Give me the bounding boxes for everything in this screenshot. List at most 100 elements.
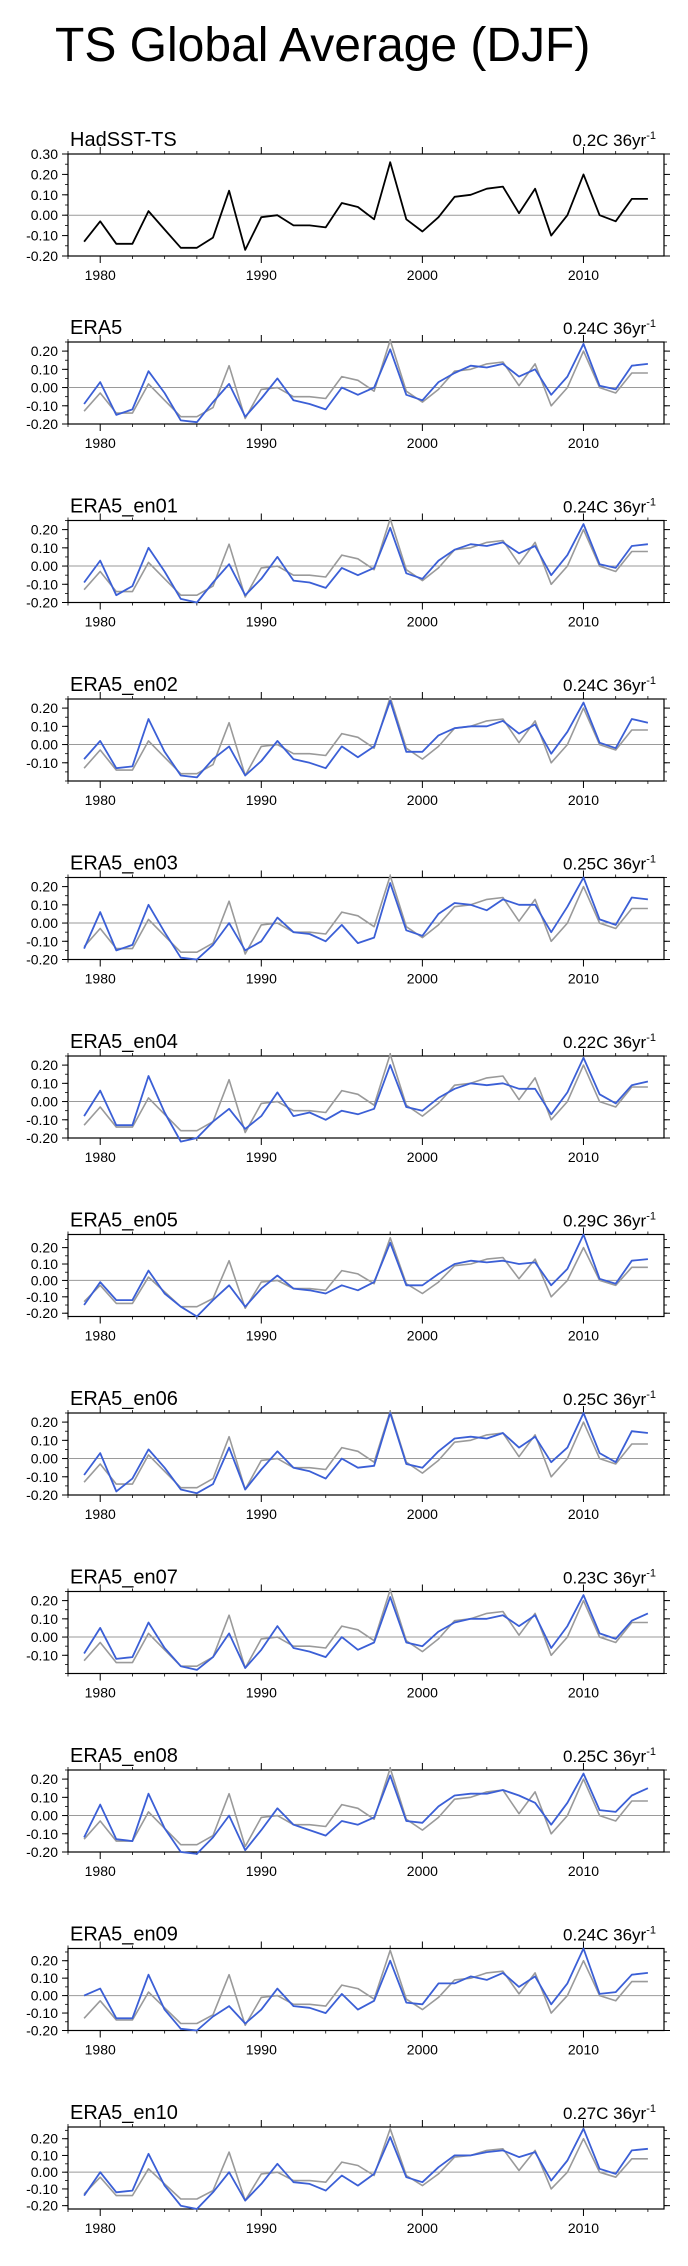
y-tick-label: 0.10: [31, 1970, 58, 1986]
x-tick-label: 1980: [85, 792, 116, 808]
panel-title: ERA5_en03: [70, 853, 178, 875]
series-line-hadsst-ts: [83, 874, 648, 955]
x-tick-label: 1980: [85, 2220, 116, 2236]
x-tick-label: 1990: [246, 614, 277, 630]
panel-frame: [67, 1055, 665, 1139]
x-tick-label: 1990: [246, 1863, 277, 1879]
trend-superscript: -1: [646, 130, 656, 142]
y-tick-label: -0.20: [26, 2023, 58, 2039]
panel-4: ERA5_en02 0.24C 36yr-1 -0.10 0.00 0.10 0.20 19…: [26, 674, 670, 808]
y-tick-label: -0.20: [26, 952, 58, 968]
panel-title: ERA5_en10: [70, 2102, 178, 2124]
y-tick-label: 0.20: [31, 879, 58, 895]
panel-frame: [67, 153, 665, 257]
panel-frame: [67, 2126, 665, 2210]
x-tick-label: 2010: [568, 792, 599, 808]
x-tick-label: 1990: [246, 1685, 277, 1701]
y-tick-label: 0.20: [31, 1953, 58, 1969]
y-tick-label: 0.10: [31, 1075, 58, 1091]
y-tick-label: -0.20: [26, 1487, 58, 1503]
series-line-hadsst-ts: [83, 1053, 648, 1134]
panel-frame: [67, 698, 665, 782]
x-tick-label: 2000: [407, 2220, 438, 2236]
trend-label: 0.2C 36yr-1: [573, 130, 656, 150]
panel-3: ERA5_en01 0.24C 36yr-1 -0.20 -0.10 0.00 0.10 0…: [26, 496, 670, 630]
y-tick-label: 0.00: [31, 380, 58, 396]
y-tick-label: 0.10: [31, 187, 58, 203]
x-tick-label: 2010: [568, 267, 599, 283]
y-tick-label: 0.20: [31, 1414, 58, 1430]
trend-label: 0.22C 36yr-1: [563, 1032, 656, 1052]
y-tick-label: -0.10: [26, 2181, 58, 2197]
y-tick-label: -0.10: [26, 755, 58, 771]
y-tick-label: 0.20: [31, 1771, 58, 1787]
trend-superscript: -1: [646, 1032, 656, 1044]
panel-title: ERA5_en01: [70, 496, 178, 518]
x-tick-label: 2000: [407, 267, 438, 283]
trend-superscript: -1: [646, 1389, 656, 1401]
y-tick-label: 0.00: [31, 1629, 58, 1645]
x-tick-label: 2000: [407, 1328, 438, 1344]
y-tick-label: -0.10: [26, 1647, 58, 1663]
y-tick-label: 0.10: [31, 1789, 58, 1805]
y-tick-label: 0.00: [31, 1451, 58, 1467]
series-line-hadsst-ts: [83, 2127, 648, 2202]
x-tick-label: 2000: [407, 614, 438, 630]
y-tick-label: 0.30: [31, 146, 58, 162]
trend-superscript: -1: [646, 1568, 656, 1580]
series-line-era5-en09: [83, 1947, 649, 2032]
panel-title: ERA5_en07: [70, 1567, 178, 1589]
x-tick-label: 1990: [246, 1506, 277, 1522]
trend-label: 0.27C 36yr-1: [563, 2103, 656, 2123]
series-line-era5-en08: [83, 1772, 649, 1855]
trend-label: 0.24C 36yr-1: [563, 497, 656, 517]
panel-5: ERA5_en03 0.25C 36yr-1 -0.20 -0.10 0.00 0.10 0…: [26, 853, 670, 987]
x-tick-label: 1980: [85, 1863, 116, 1879]
series-line-hadsst-ts: [83, 339, 648, 420]
y-tick-label: -0.10: [26, 1289, 58, 1305]
x-tick-label: 2000: [407, 1149, 438, 1165]
y-tick-label: -0.20: [26, 1130, 58, 1146]
y-tick-label: 0.10: [31, 2147, 58, 2163]
panel-title: HadSST-TS: [70, 129, 177, 151]
trend-superscript: -1: [646, 1746, 656, 1758]
y-tick-label: 0.10: [31, 1611, 58, 1627]
y-tick-label: 0.20: [31, 1057, 58, 1073]
series-line-era5-en06: [83, 1412, 649, 1495]
series-line-hadsst-ts: [83, 1949, 648, 2027]
series-line-hadsst-ts: [83, 517, 648, 598]
trend-label: 0.25C 36yr-1: [563, 1746, 656, 1766]
series-line-hadsst-ts: [83, 161, 648, 251]
series-line-era5-en05: [83, 1233, 648, 1318]
x-tick-label: 2000: [407, 435, 438, 451]
y-tick-label: 0.10: [31, 1432, 58, 1448]
x-tick-label: 2000: [407, 792, 438, 808]
y-tick-label: -0.20: [26, 1305, 58, 1321]
y-tick-label: 0.20: [31, 166, 58, 182]
y-tick-label: -0.20: [26, 1844, 58, 1860]
trend-superscript: -1: [646, 1211, 656, 1223]
y-tick-label: -0.10: [26, 398, 58, 414]
x-tick-label: 2000: [407, 1863, 438, 1879]
trend-superscript: -1: [646, 675, 656, 687]
x-tick-label: 1990: [246, 267, 277, 283]
x-tick-label: 2010: [568, 2042, 599, 2058]
trend-label: 0.23C 36yr-1: [563, 1568, 656, 1588]
x-tick-label: 2010: [568, 614, 599, 630]
panel-2: ERA5 0.24C 36yr-1 -0.20 -0.10 0.00 0.10 0.20 19…: [26, 317, 670, 451]
y-tick-label: 0.20: [31, 1593, 58, 1609]
y-tick-label: -0.10: [26, 1469, 58, 1485]
panel-10: ERA5_en08 0.25C 36yr-1 -0.20 -0.10 0.00 0.10 0…: [26, 1745, 670, 1879]
trend-label: 0.24C 36yr-1: [563, 1925, 656, 1945]
panel-frame: [67, 519, 665, 604]
series-line-hadsst-ts: [83, 1588, 648, 1669]
panel-frame: [67, 876, 665, 961]
y-tick-label: 0.00: [31, 1808, 58, 1824]
y-tick-label: -0.10: [26, 228, 58, 244]
y-tick-label: -0.20: [26, 595, 58, 611]
x-tick-label: 1990: [246, 971, 277, 987]
panel-1: HadSST-TS 0.2C 36yr-1 -0.20 -0.10 0.00 0.10 0.…: [26, 129, 670, 283]
y-tick-label: 0.20: [31, 2131, 58, 2147]
x-tick-label: 1980: [85, 1685, 116, 1701]
